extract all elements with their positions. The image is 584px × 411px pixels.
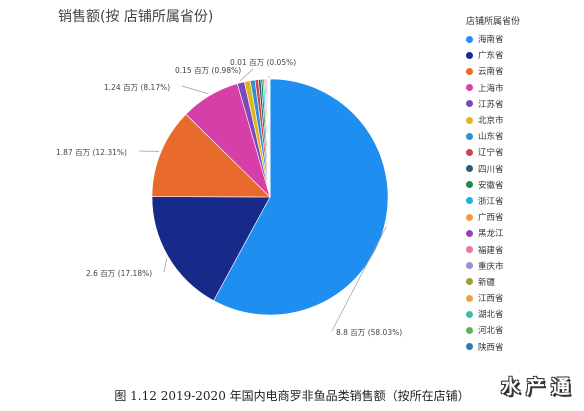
legend-label: 浙江省 [478,196,504,207]
pie-slice-2[interactable] [151,196,271,302]
data-label-4: 1.24 百万 (8.17%) [104,83,170,92]
figure-caption: 图 1.12 2019-2020 年国内电商罗非鱼品类销售额（按所在店铺） [114,389,470,403]
legend-label: 江苏省 [478,99,504,110]
legend-swatch-icon [466,213,473,221]
chart-title: 销售额(按 店铺所属省份) [58,9,214,25]
legend-swatch-icon [466,246,473,254]
legend-label: 上海市 [478,83,504,94]
leader-line-4 [181,85,209,95]
watermark-logo: 水产通 [500,376,576,398]
legend-swatch-icon [466,197,473,205]
legend-label: 山东省 [478,132,504,143]
legend-item-17[interactable]: 江西省 [466,290,578,306]
legend-swatch-icon [466,35,473,43]
legend-swatch-icon [466,100,473,108]
legend-item-16[interactable]: 新疆 [466,274,578,290]
legend-label: 新疆 [478,277,496,288]
legend-item-19[interactable]: 河北省 [466,322,578,338]
data-label-2: 2.6 百万 (17.18%) [86,269,152,278]
leader-line-2 [163,258,168,273]
legend-item-5[interactable]: 江苏省 [466,96,578,112]
data-label-20: 0.01 百万 (0.05%) [230,58,296,67]
legend-label: 湖北省 [478,310,504,321]
legend-swatch-icon [466,51,473,59]
legend-swatch-icon [466,326,473,334]
legend-label: 河北省 [478,326,504,337]
legend-item-3[interactable]: 云南省 [466,63,578,79]
legend-swatch-icon [466,278,473,286]
legend-swatch-icon [466,67,473,75]
legend-swatch-icon [466,84,473,92]
legend-label: 广西省 [478,213,504,224]
legend-swatch-icon [466,132,473,140]
data-label-1: 8.8 百万 (58.03%) [336,328,402,337]
legend-swatch-icon [466,262,473,270]
legend-swatch-icon [466,294,473,302]
legend-item-2[interactable]: 广东省 [466,47,578,63]
legend-item-1[interactable]: 海南省 [466,31,578,47]
legend-swatch-icon [466,229,473,237]
legend-swatch-icon [466,310,473,318]
legend-label: 安徽省 [478,180,504,191]
legend-label: 海南省 [478,35,504,46]
legend-item-18[interactable]: 湖北省 [466,306,578,322]
legend-label: 江西省 [478,294,504,305]
legend-label: 福建省 [478,245,504,256]
legend-item-7[interactable]: 山东省 [466,128,578,144]
legend-item-9[interactable]: 四川省 [466,161,578,177]
pie-slice-1[interactable] [213,78,389,316]
pie-slice-3[interactable] [151,113,271,198]
legend-swatch-icon [466,148,473,156]
legend-item-20[interactable]: 陕西省 [466,339,578,355]
legend-label: 重庆市 [478,261,504,272]
legend-label: 黑龙江 [478,229,504,240]
legend-swatch-icon [466,116,473,124]
legend-label: 四川省 [478,164,504,175]
legend-label: 陕西省 [478,342,504,353]
legend-label: 辽宁省 [478,148,504,159]
data-label-3: 1.87 百万 (12.31%) [56,148,127,157]
legend-item-11[interactable]: 浙江省 [466,193,578,209]
legend-label: 广东省 [478,51,504,62]
legend: 店铺所属省份 海南省广东省云南省上海市江苏省北京市山东省辽宁省四川省安徽省浙江省… [466,14,578,355]
data-label-5: 0.15 百万 (0.98%) [175,66,241,75]
legend-item-13[interactable]: 黑龙江 [466,225,578,241]
legend-item-10[interactable]: 安徽省 [466,177,578,193]
legend-swatch-icon [466,181,473,189]
legend-swatch-icon [466,165,473,173]
legend-item-14[interactable]: 福建省 [466,241,578,257]
legend-label: 云南省 [478,67,504,78]
legend-title: 店铺所属省份 [466,17,521,27]
legend-item-6[interactable]: 北京市 [466,112,578,128]
legend-item-12[interactable]: 广西省 [466,209,578,225]
leader-line-1 [331,226,387,332]
legend-label: 北京市 [478,116,504,127]
legend-item-8[interactable]: 辽宁省 [466,144,578,160]
legend-swatch-icon [466,343,473,351]
legend-item-4[interactable]: 上海市 [466,80,578,96]
legend-item-15[interactable]: 重庆市 [466,258,578,274]
leader-line-5 [240,68,254,81]
